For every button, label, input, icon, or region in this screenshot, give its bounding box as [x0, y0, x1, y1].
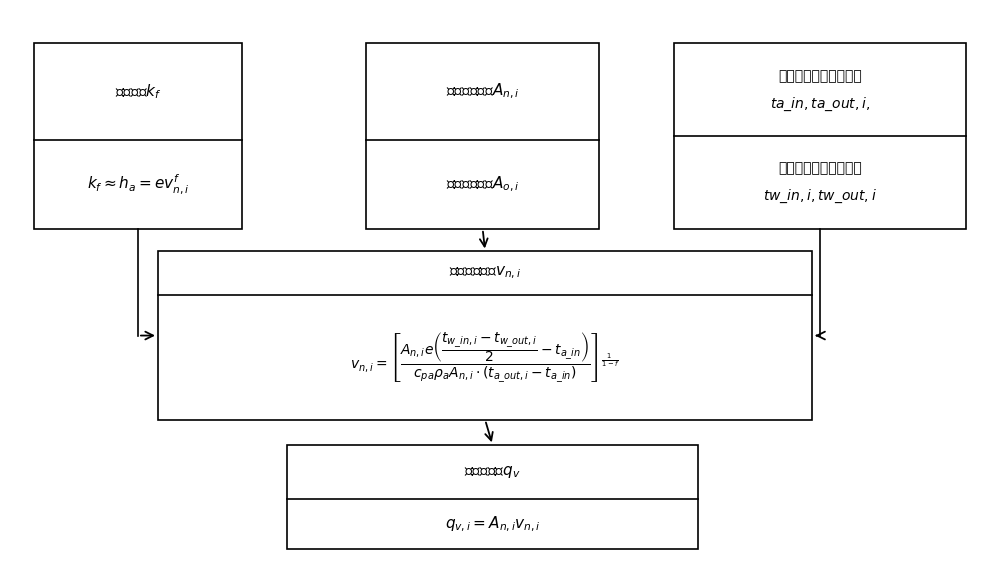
Bar	[366, 43, 599, 229]
Text: $v_{n,i} = \left[\dfrac{A_{n,i}e\left(\dfrac{t_{w\_in,i}-t_{w\_out,i}}{2}-t_{a\_: $v_{n,i} = \left[\dfrac{A_{n,i}e\left(\d…	[350, 330, 620, 385]
Text: $k_f \approx h_a = ev^f_{n,i}$: $k_f \approx h_a = ev^f_{n,i}$	[87, 173, 189, 196]
Text: $q_{v,i} = A_{n,i}v_{n,i}$: $q_{v,i} = A_{n,i}v_{n,i}$	[445, 514, 540, 534]
Text: 扇段迎风风速$v_{n,i}$: 扇段迎风风速$v_{n,i}$	[449, 265, 521, 282]
Text: 扇段迎风面积$A_{n,i}$: 扇段迎风面积$A_{n,i}$	[446, 82, 519, 101]
Text: 空气进入扇段前后温度: 空气进入扇段前后温度	[778, 69, 862, 83]
Text: 换热系数$k_f$: 换热系数$k_f$	[115, 82, 161, 101]
Text: 扇段循环水进出口温度: 扇段循环水进出口温度	[778, 161, 862, 176]
Bar	[287, 445, 698, 549]
Bar	[158, 251, 812, 420]
Bar	[674, 43, 966, 229]
Text: $tw\_in,i,tw\_out,i$: $tw\_in,i,tw\_out,i$	[763, 188, 877, 205]
Text: 扇段换热面积$A_{o,i}$: 扇段换热面积$A_{o,i}$	[446, 174, 519, 194]
Bar	[34, 43, 242, 229]
Text: $ta\_in,ta\_out,i,$: $ta\_in,ta\_out,i,$	[770, 95, 870, 112]
Text: 扇段进风量$q_v$: 扇段进风量$q_v$	[464, 464, 521, 480]
